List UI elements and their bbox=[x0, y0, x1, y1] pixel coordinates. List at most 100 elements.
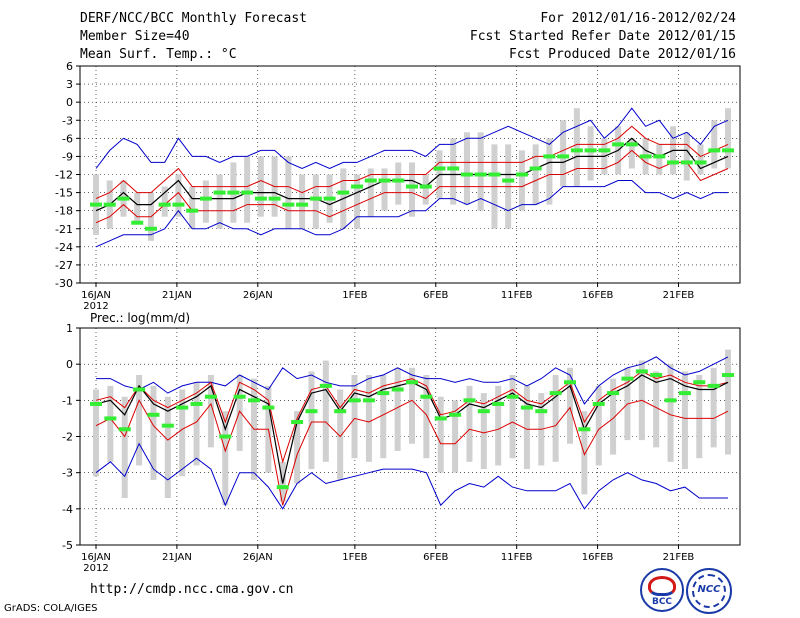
y-tick-label: -1 bbox=[62, 394, 73, 407]
obs-marker bbox=[296, 202, 309, 207]
y-tick-label: -27 bbox=[55, 259, 73, 272]
spread-box bbox=[244, 156, 251, 223]
x-tick-label: 26JAN bbox=[243, 290, 273, 301]
obs-marker bbox=[147, 412, 160, 417]
obs-marker bbox=[625, 142, 638, 147]
spread-box bbox=[595, 385, 602, 466]
obs-marker bbox=[199, 196, 212, 201]
y-tick-label: 1 bbox=[66, 322, 73, 335]
spread-box bbox=[189, 186, 196, 229]
obs-marker bbox=[276, 485, 289, 490]
spread-box bbox=[121, 396, 128, 498]
y-tick-label: -4 bbox=[62, 503, 73, 516]
spread-box bbox=[697, 144, 704, 175]
spread-box bbox=[312, 174, 319, 229]
obs-marker bbox=[420, 394, 433, 399]
y-tick-label: -24 bbox=[55, 241, 73, 254]
precip-panel-title: Prec.: log(mm/d) bbox=[90, 311, 190, 325]
spread-box bbox=[587, 126, 594, 181]
obs-marker bbox=[337, 190, 350, 195]
obs-marker bbox=[282, 202, 295, 207]
obs-marker bbox=[693, 380, 706, 385]
obs-marker bbox=[233, 394, 246, 399]
x-tick-label: 1FEB bbox=[342, 290, 367, 301]
mean-minus-line bbox=[95, 149, 729, 224]
obs-marker bbox=[172, 202, 185, 207]
spread-box bbox=[573, 108, 580, 187]
spread-box bbox=[667, 364, 674, 462]
x-tick-label: 21JAN bbox=[162, 290, 192, 301]
spread-box bbox=[532, 144, 539, 205]
obs-marker bbox=[557, 154, 570, 159]
obs-marker bbox=[348, 398, 361, 403]
spread-box bbox=[394, 367, 401, 451]
obs-marker bbox=[653, 154, 666, 159]
obs-marker bbox=[186, 208, 199, 213]
obs-marker bbox=[549, 391, 562, 396]
y-tick-label: -2 bbox=[62, 431, 73, 444]
spread-box bbox=[216, 174, 223, 229]
spread-box bbox=[495, 385, 502, 466]
spread-box bbox=[380, 375, 387, 459]
obs-marker bbox=[406, 184, 418, 189]
spread-box bbox=[134, 192, 141, 223]
obs-marker bbox=[506, 394, 519, 399]
spread-box bbox=[222, 411, 229, 506]
obs-marker bbox=[488, 172, 501, 177]
spread-box bbox=[202, 180, 209, 223]
obs-marker bbox=[291, 420, 304, 425]
obs-marker bbox=[664, 398, 677, 403]
obs-marker bbox=[90, 401, 102, 406]
spread-box bbox=[381, 168, 388, 211]
obs-marker bbox=[117, 196, 130, 201]
y-tick-label: 0 bbox=[66, 358, 73, 371]
forecast-period: For 2012/01/16-2012/02/24 bbox=[540, 11, 736, 26]
obs-marker bbox=[612, 142, 625, 147]
source-url[interactable]: http://cmdp.ncc.cma.gov.cn bbox=[90, 582, 294, 597]
spread-box bbox=[308, 371, 315, 470]
spread-box bbox=[523, 385, 530, 470]
obs-marker bbox=[158, 202, 171, 207]
obs-marker bbox=[118, 427, 131, 432]
spread-box bbox=[725, 349, 731, 455]
spread-box bbox=[567, 367, 573, 444]
y-tick-label: -21 bbox=[55, 223, 73, 236]
obs-marker bbox=[639, 154, 652, 159]
spread-box bbox=[351, 375, 358, 459]
obs-marker bbox=[529, 166, 542, 171]
spread-box bbox=[179, 389, 186, 477]
spread-box bbox=[683, 132, 690, 181]
spread-box bbox=[365, 375, 372, 462]
obs-marker bbox=[419, 184, 432, 189]
spread-box bbox=[93, 389, 99, 477]
y-tick-label: 3 bbox=[66, 78, 73, 91]
obs-marker bbox=[305, 409, 318, 414]
obs-marker bbox=[449, 412, 462, 417]
ncc-logo: NCC bbox=[686, 568, 732, 614]
x-tick-label: 26JAN bbox=[243, 552, 273, 563]
spread-box bbox=[710, 367, 717, 448]
spread-box bbox=[164, 396, 171, 498]
spread-box bbox=[480, 393, 487, 470]
obs-marker bbox=[592, 401, 605, 406]
spread-box bbox=[452, 400, 459, 473]
spread-box bbox=[552, 375, 559, 462]
spread-box bbox=[466, 385, 473, 462]
y-tick-label: -15 bbox=[55, 187, 73, 200]
produced-date: Fcst Produced Date 2012/01/16 bbox=[509, 47, 736, 62]
max-line bbox=[96, 356, 729, 405]
x-tick-label: 16JAN bbox=[81, 552, 111, 563]
y-tick-label: -3 bbox=[62, 467, 73, 480]
obs-marker bbox=[598, 148, 611, 153]
year-label: 2012 bbox=[83, 563, 108, 574]
obs-marker bbox=[570, 148, 583, 153]
min-line bbox=[95, 442, 728, 510]
x-tick-label: 1FEB bbox=[342, 552, 367, 563]
mean-plus-line bbox=[95, 370, 729, 464]
obs-marker bbox=[144, 226, 157, 231]
spread-box bbox=[367, 168, 374, 217]
bcc-logo-text: BCC bbox=[651, 597, 673, 607]
spread-box bbox=[546, 138, 553, 205]
spread-box bbox=[725, 108, 731, 169]
